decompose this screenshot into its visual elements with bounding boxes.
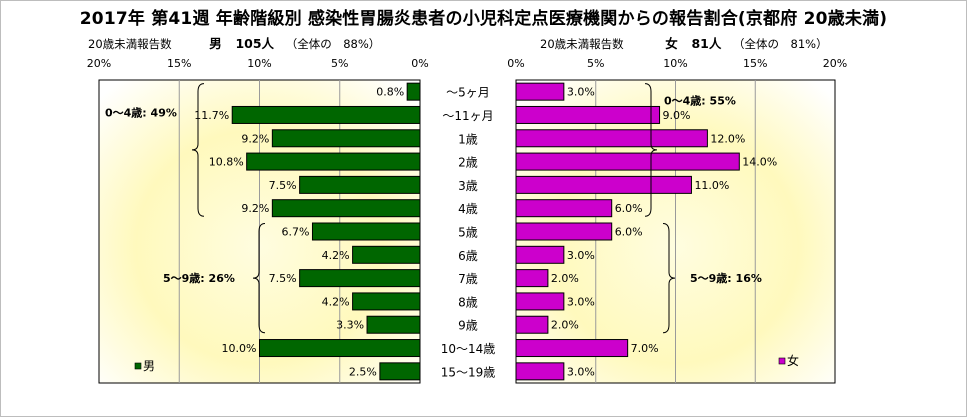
female-bar [515,129,708,148]
female-header-sex: 女 [665,36,678,51]
female-legend-swatch [778,357,786,365]
female-bar [515,175,692,194]
female-bar-label: 6.0% [615,226,643,239]
male-tick-label: 5% [331,57,348,70]
female-bar-label: 11.0% [694,179,729,192]
male-bar-label: 7.5% [269,179,297,192]
female-bar [515,269,549,288]
female-bar [515,339,629,358]
male-annotation-5-9: 5～9歳: 26% [163,271,235,285]
category-label: 7歳 [458,272,478,286]
male-bar-label: 0.8% [376,86,404,99]
female-bar-label: 3.0% [567,295,595,308]
female-header-count: 81人 [691,36,722,51]
male-bar [231,105,421,124]
female-tick-label: 10% [663,57,687,70]
male-bar-label: 6.7% [282,226,310,239]
female-legend-label: 女 [787,353,799,368]
female-bar [515,245,565,264]
female-bar-label: 2.0% [551,272,579,285]
male-bar [311,222,421,241]
male-bar [406,82,421,101]
female-bar [515,199,613,218]
female-bar [515,105,661,124]
female-tick-label: 20% [823,57,847,70]
male-bar-label: 9.2% [241,132,269,145]
female-bar-label: 14.0% [742,156,777,169]
male-header-label: 20歳未満報告数 [88,37,172,51]
category-label: 10～14歳 [441,342,496,356]
female-tick-label: 0% [507,57,524,70]
female-bar-label: 6.0% [615,202,643,215]
category-label: 9歳 [458,319,478,333]
category-label: ～11ヶ月 [442,109,493,123]
category-label: 1歳 [458,132,478,146]
female-bar [515,292,565,311]
category-label: 2歳 [458,156,478,170]
male-bar-label: 4.2% [322,249,350,262]
male-bar [259,339,421,358]
male-bar-label: 2.5% [349,365,377,378]
male-bar-label: 9.2% [241,202,269,215]
female-bar-label: 3.0% [567,86,595,99]
category-label: 3歳 [458,179,478,193]
male-tick-label: 0% [411,57,428,70]
male-bar-label: 3.3% [336,319,364,332]
female-bar [515,152,740,171]
female-bar [515,315,549,334]
category-label: 5歳 [458,226,478,240]
female-header-share: （全体の 81%） [733,37,828,51]
male-bar [271,199,421,218]
male-header-sex: 男 [209,36,222,51]
male-brace-5-9 [252,223,266,334]
female-brace-5-9 [662,223,676,334]
male-bar-label: 10.0% [222,342,257,355]
male-bar [366,315,421,334]
female-bar [515,82,565,101]
male-header-count: 105人 [235,36,275,51]
female-bar [515,362,565,381]
category-label: 15～19歳 [441,365,496,379]
male-legend-swatch [134,362,142,370]
female-annotation-5-9: 5～9歳: 16% [690,271,762,285]
male-bar [271,129,421,148]
female-header: 20歳未満報告数 女 81人 （全体の 81%） [540,33,828,52]
male-bar [352,292,421,311]
female-header-label: 20歳未満報告数 [540,37,624,51]
female-bar-label: 9.0% [663,109,691,122]
category-label: ～5ヶ月 [446,86,490,100]
male-bar [379,362,421,381]
male-annotation-0-4: 0～4歳: 49% [105,106,177,120]
male-tick-label: 20% [87,57,111,70]
male-legend-label: 男 [143,359,155,373]
female-bar [515,222,613,241]
male-tick-label: 15% [167,57,191,70]
male-bar [299,175,421,194]
chart-title: 2017年 第41週 年齢階級別 感染性胃腸炎患者の小児科定点医療機関からの報告… [79,9,888,29]
category-label: 8歳 [458,295,478,309]
male-header-share: （全体の 88%） [285,37,381,51]
female-bar-label: 7.0% [631,342,659,355]
male-bar [246,152,421,171]
female-bar-label: 2.0% [551,319,579,332]
male-bar-label: 7.5% [269,272,297,285]
male-bar-label: 4.2% [322,295,350,308]
male-bar-label: 10.8% [209,156,244,169]
male-header: 20歳未満報告数 男 105人 （全体の 88%） [88,33,380,52]
category-label: 4歳 [458,202,478,216]
female-tick-label: 5% [587,57,604,70]
female-brace-0-4 [644,83,658,217]
female-tick-label: 15% [743,57,767,70]
female-bar-label: 12.0% [710,132,745,145]
male-bar-label: 11.7% [194,109,229,122]
male-brace-0-4 [191,83,205,217]
category-label: 6歳 [458,249,478,263]
female-annotation-0-4: 0～4歳: 55% [664,94,736,108]
male-bar [299,269,421,288]
male-bar [352,245,421,264]
female-bar-label: 3.0% [567,249,595,262]
male-tick-label: 10% [247,57,271,70]
female-bar-label: 3.0% [567,365,595,378]
